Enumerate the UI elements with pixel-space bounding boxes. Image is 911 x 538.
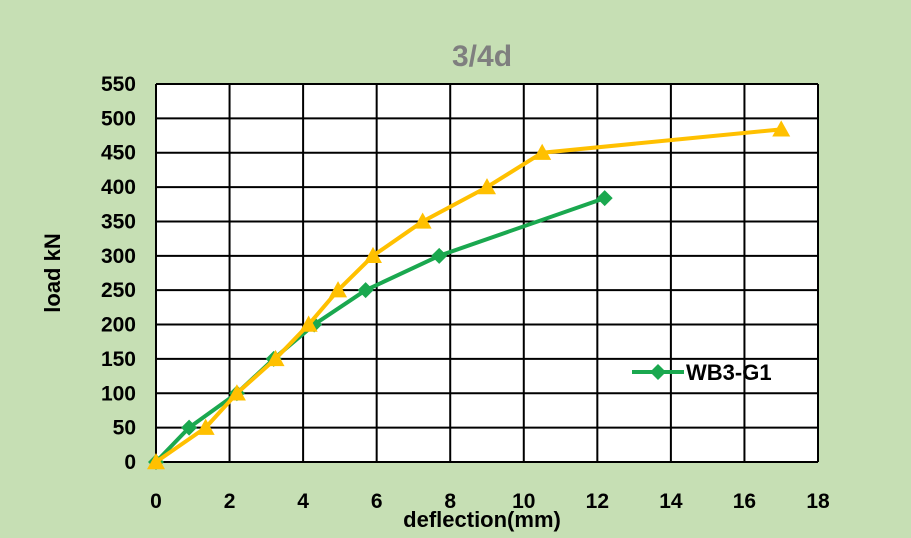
y-tick-label: 500 <box>101 107 136 130</box>
x-tick-label: 6 <box>371 490 383 513</box>
x-tick-label: 0 <box>150 490 162 513</box>
data-point <box>329 281 348 298</box>
data-point <box>431 247 448 264</box>
y-tick-label: 200 <box>101 314 136 337</box>
data-point <box>299 315 318 332</box>
y-tick-label: 100 <box>101 382 136 405</box>
series-layer <box>147 120 791 470</box>
series-triangle <box>147 120 791 470</box>
x-tick-label: 8 <box>444 490 456 513</box>
y-axis-label: load kN <box>40 233 65 312</box>
data-point <box>196 418 215 435</box>
plot-area <box>156 84 818 462</box>
y-tick-label: 550 <box>101 73 136 96</box>
data-point <box>596 190 613 207</box>
data-point <box>363 246 382 264</box>
y-tick-label: 300 <box>101 245 136 268</box>
y-tick-label: 50 <box>113 417 136 440</box>
y-tick-label: 450 <box>101 142 136 165</box>
tick-labels: 0 2 4 6 8 10 12 14 16 18 0 50 100 150 200 250 300 350 400 4… <box>101 73 830 513</box>
x-tick-label: 18 <box>806 490 830 513</box>
data-point <box>357 282 374 299</box>
data-point <box>772 120 791 137</box>
x-tick-label: 4 <box>297 490 309 513</box>
y-tick-label: 400 <box>101 176 136 199</box>
data-point <box>413 212 432 229</box>
x-tick-label: 16 <box>733 490 756 513</box>
x-tick-label: 10 <box>512 490 535 513</box>
y-tick-label: 350 <box>101 210 136 233</box>
x-tick-label: 14 <box>659 490 683 513</box>
legend: WB3-G1 <box>632 360 772 385</box>
data-point <box>266 349 285 367</box>
x-tick-label: 12 <box>586 490 609 513</box>
data-point <box>478 178 496 195</box>
legend-label: WB3-G1 <box>686 360 772 385</box>
legend-marker <box>650 364 666 380</box>
data-point <box>147 453 165 470</box>
grid-lines <box>155 83 819 463</box>
data-point <box>533 143 552 160</box>
chart-title: 3/4d <box>452 40 512 73</box>
y-tick-label: 150 <box>101 348 136 371</box>
y-tick-label: 0 <box>124 451 136 474</box>
x-tick-label: 2 <box>224 490 236 513</box>
y-tick-label: 250 <box>101 279 136 302</box>
data-point <box>181 419 198 436</box>
data-point <box>227 384 246 401</box>
x-axis-label: deflection(mm) <box>403 507 561 532</box>
